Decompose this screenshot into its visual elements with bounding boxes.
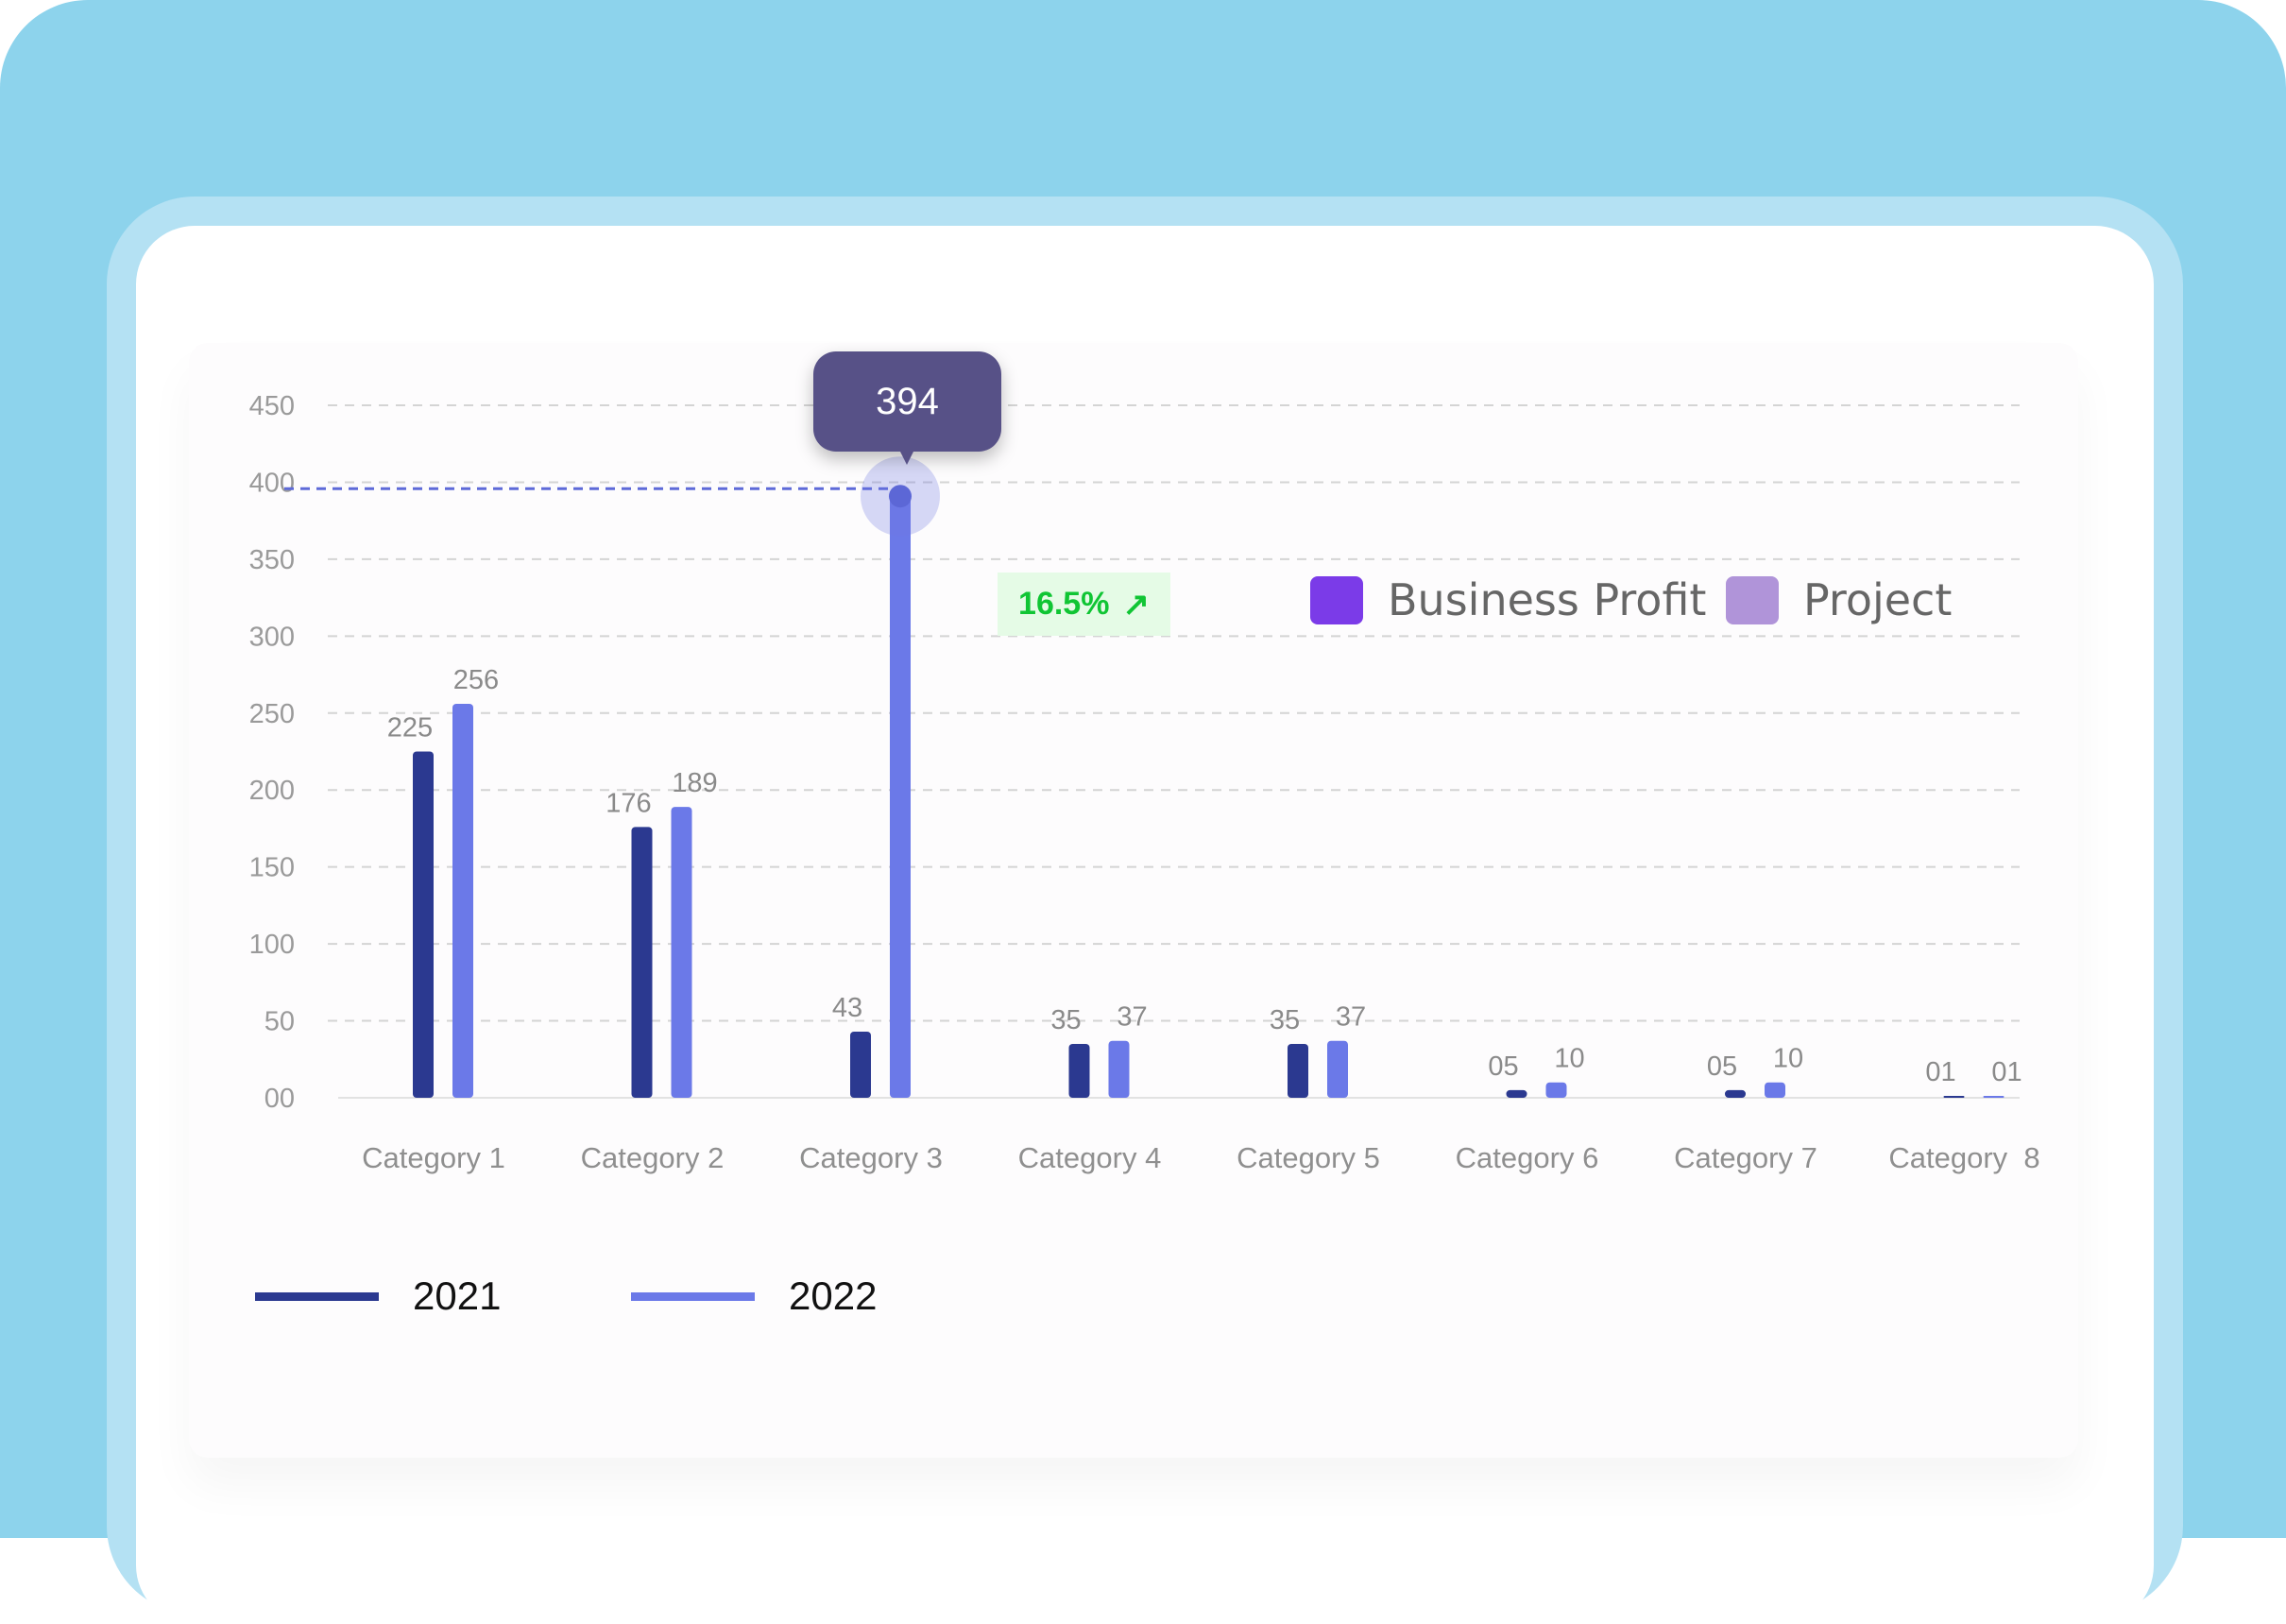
data-label: 01 [1991,1057,2022,1087]
category-label: Category 4 [1018,1141,1162,1174]
category-label: Category 5 [1237,1141,1380,1174]
legend-project[interactable]: Project [1726,574,1952,625]
bar-2021-2 [631,827,653,1098]
value-tooltip: 394 [813,351,1001,465]
growth-value: 16.5% [1018,586,1110,622]
chart-panel [189,343,2078,1458]
data-label: 225 [387,713,433,744]
bar-2021-8 [1943,1096,1965,1098]
legend-2021[interactable]: 2021 [255,1274,501,1319]
y-tick-label: 450 [249,391,295,421]
category-label: Category 2 [581,1141,725,1174]
data-label: 176 [606,788,651,818]
y-tick-label: 100 [249,930,295,960]
bar-2021-7 [1725,1089,1746,1098]
bar-2021-6 [1506,1089,1527,1098]
bar-2022-6 [1545,1082,1567,1098]
bar-2022-2 [671,807,692,1098]
growth-badge: 16.5% ↗ [998,573,1170,636]
y-tick-label: 400 [249,468,295,498]
y-tick-label: 300 [249,622,295,652]
data-label: 35 [1050,1005,1081,1035]
bar-2021-1 [413,751,434,1098]
y-tick-label: 350 [249,545,295,575]
bar-2022-8 [1983,1096,2005,1098]
legend-label: Business Profit [1388,574,1707,625]
legend-2022[interactable]: 2022 [631,1274,877,1319]
data-label: 256 [453,665,499,695]
bar-2021-5 [1288,1043,1308,1098]
data-label: 10 [1554,1044,1584,1074]
category-label: Category 1 [362,1141,505,1174]
legend-label: 2022 [789,1274,878,1318]
bar-2022-5 [1327,1040,1348,1098]
category-label: Category 3 [799,1141,943,1174]
highlight-point [889,485,912,508]
y-tick-label: 50 [264,1007,295,1037]
legend-label: 2021 [413,1274,502,1318]
y-tick-label: 150 [249,853,295,883]
bar-2022-1 [452,704,473,1098]
data-label: 37 [1117,1002,1147,1033]
y-tick-label: 00 [264,1084,295,1114]
legend-swatch-business-profit [1310,575,1363,624]
legend-swatch-project [1726,575,1779,624]
tooltip-value: 394 [876,380,939,422]
data-label: 37 [1336,1002,1366,1033]
data-label: 35 [1270,1005,1300,1035]
legend-label: Project [1803,574,1953,625]
bar-2021-4 [1068,1043,1090,1098]
arrow-up-right-icon: ↗ [1122,586,1150,623]
data-label: 10 [1773,1044,1803,1074]
category-label: Category 6 [1456,1141,1599,1174]
data-label: 05 [1488,1051,1518,1082]
data-label: 05 [1707,1051,1737,1082]
bar-2021-3 [850,1031,871,1098]
data-label: 189 [672,768,717,798]
y-tick-label: 250 [249,699,295,729]
legend-line-2022 [631,1291,755,1301]
category-label: Category 7 [1674,1141,1817,1174]
legend-business-profit[interactable]: Business Profit [1310,574,1706,625]
bar-2022-3 [890,491,911,1098]
category-label: Category 8 [1888,1141,2039,1174]
bar-chart: 00 50 100 150 200 250 300 350 400 450 225 256 Catego… [249,391,2040,1174]
y-tick-label: 200 [249,776,295,806]
bar-2022-7 [1765,1082,1785,1098]
data-label: 01 [1925,1057,1955,1087]
bar-2022-4 [1108,1040,1130,1098]
legend-line-2021 [255,1291,379,1301]
data-label: 43 [832,993,862,1023]
